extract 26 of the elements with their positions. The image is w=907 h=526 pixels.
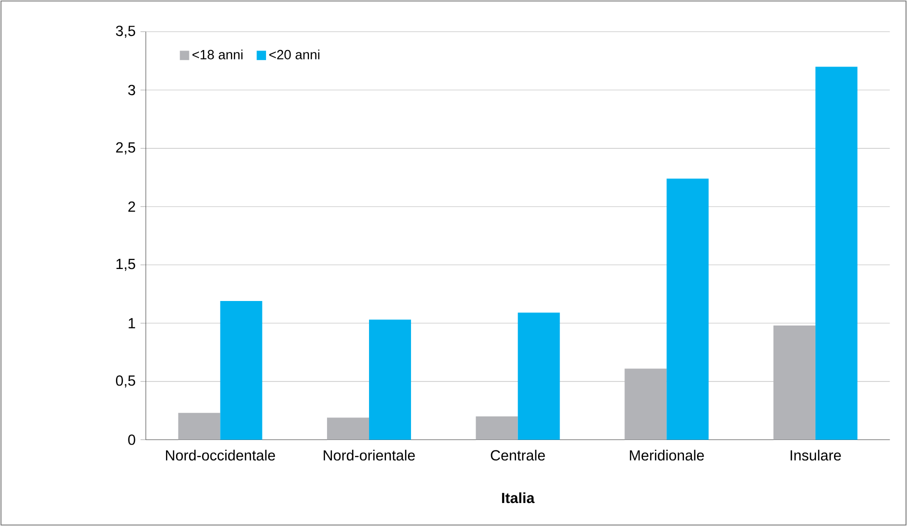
legend-label: <20 anni <box>269 50 320 60</box>
y-tick-label: 3,5 <box>116 26 136 38</box>
bar <box>666 178 709 440</box>
y-tick-label: 1,5 <box>116 258 136 271</box>
y-tick-label: 0,5 <box>116 375 136 388</box>
x-tick-label: Insulare <box>790 450 841 461</box>
bar <box>773 326 816 440</box>
x-tick-label: Centrale <box>490 450 545 461</box>
legend-label: <18 anni <box>192 50 242 60</box>
bar <box>476 416 518 440</box>
bar <box>220 301 262 440</box>
x-tick-label: Meridionale <box>630 450 704 461</box>
bar <box>178 412 220 440</box>
bar <box>624 368 667 440</box>
x-tick-label: Nord-orientale <box>324 450 415 461</box>
bar <box>518 312 560 440</box>
y-tick-label: 0 <box>128 434 136 445</box>
bar <box>327 418 370 440</box>
x-axis-title: Italia <box>502 492 535 504</box>
y-tick-label: 1 <box>128 318 136 328</box>
x-tick-label: Nord-occidentale <box>166 450 275 461</box>
y-tick-label: 2 <box>128 201 136 212</box>
y-tick-label: 2,5 <box>116 142 136 154</box>
bar <box>369 320 412 440</box>
y-tick-label: 3 <box>128 84 136 96</box>
bar <box>815 66 858 440</box>
